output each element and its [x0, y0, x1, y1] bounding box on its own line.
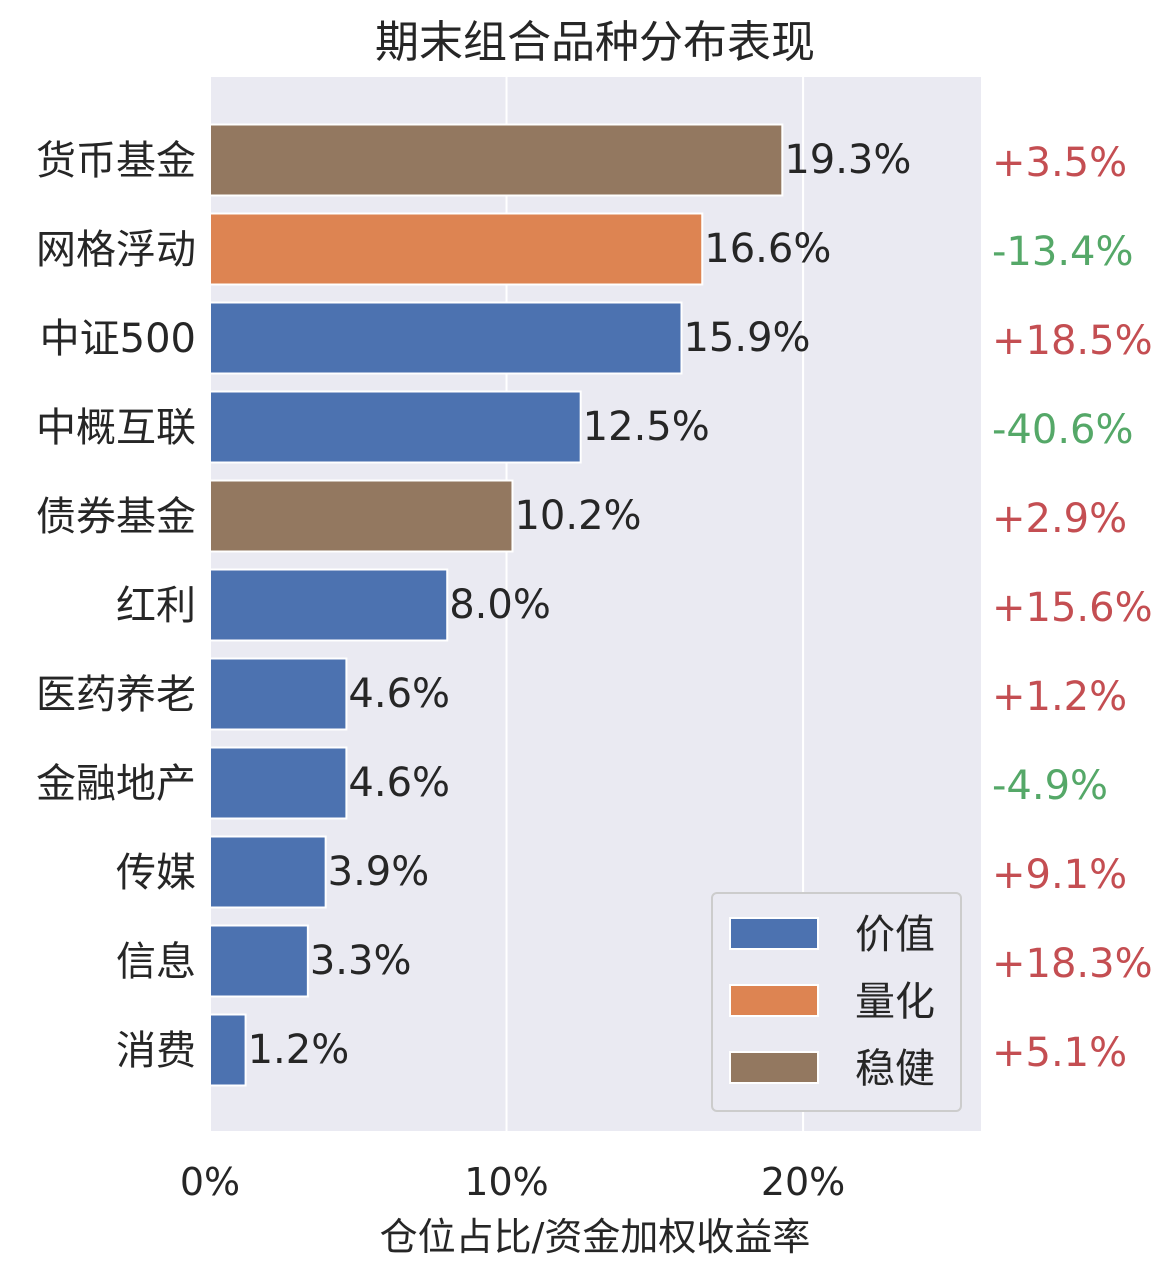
- return-label: +18.5%: [992, 318, 1153, 364]
- value-label: 19.3%: [784, 137, 911, 183]
- category-label: 金融地产: [36, 761, 196, 807]
- return-label: -40.6%: [992, 407, 1134, 453]
- category-label: 中概互联: [36, 405, 196, 451]
- bar: [209, 835, 327, 909]
- value-label: 4.6%: [348, 671, 450, 717]
- bar: [209, 924, 309, 998]
- return-label: -13.4%: [992, 229, 1134, 275]
- x-tick-label: 10%: [464, 1160, 548, 1204]
- return-label: +2.9%: [992, 496, 1127, 542]
- value-label: 10.2%: [514, 493, 641, 539]
- return-label: +1.2%: [992, 674, 1127, 720]
- bars: [209, 123, 784, 1087]
- return-label: +18.3%: [992, 941, 1153, 987]
- legend-swatch: [729, 917, 819, 950]
- chart-title: 期末组合品种分布表现: [375, 17, 815, 68]
- bar: [209, 657, 348, 731]
- category-label: 信息: [116, 939, 196, 985]
- value-label: 12.5%: [583, 404, 710, 450]
- x-tick-label: 20%: [761, 1160, 845, 1204]
- value-label: 8.0%: [449, 582, 551, 628]
- return-label: +15.6%: [992, 585, 1153, 631]
- return-label: -4.9%: [992, 763, 1108, 809]
- value-label: 16.6%: [704, 226, 831, 272]
- bar: [209, 212, 704, 286]
- return-labels: +3.5% -13.4% +18.5% -40.6% +2.9% +15.6% +1.2% -…: [992, 140, 1153, 1076]
- category-label: 网格浮动: [36, 227, 196, 273]
- x-tick-labels: 0% 10% 20%: [180, 1160, 845, 1204]
- value-label: 1.2%: [248, 1027, 350, 1073]
- bar: [209, 301, 683, 375]
- return-label: +5.1%: [992, 1030, 1127, 1076]
- return-label: +9.1%: [992, 852, 1127, 898]
- category-label: 债券基金: [36, 494, 196, 540]
- value-label: 4.6%: [348, 760, 450, 806]
- bar: [209, 390, 582, 464]
- value-label: 15.9%: [683, 315, 810, 361]
- category-label: 货币基金: [36, 138, 196, 184]
- bar: [209, 123, 784, 197]
- category-label: 传媒: [116, 850, 196, 896]
- bar: [209, 479, 514, 553]
- category-label: 中证500: [40, 316, 196, 362]
- x-tick-label: 0%: [180, 1160, 240, 1204]
- legend-label: 价值: [855, 912, 935, 958]
- bar: [209, 1013, 247, 1087]
- legend-swatch: [729, 984, 819, 1017]
- bar: [209, 746, 348, 820]
- category-label: 红利: [116, 583, 196, 629]
- value-labels: 19.3% 16.6% 15.9% 12.5% 10.2% 8.0% 4.6% 4.6% 3.9…: [248, 137, 912, 1073]
- legend-label: 稳健: [855, 1046, 935, 1092]
- x-axis-label: 仓位占比/资金加权收益率: [380, 1215, 811, 1259]
- value-label: 3.9%: [328, 849, 430, 895]
- legend-label: 量化: [855, 979, 935, 1025]
- category-label: 消费: [116, 1028, 196, 1074]
- value-label: 3.3%: [310, 938, 412, 984]
- legend-swatch: [729, 1051, 819, 1084]
- bar: [209, 568, 449, 642]
- return-label: +3.5%: [992, 140, 1127, 186]
- category-label: 医药养老: [36, 672, 196, 718]
